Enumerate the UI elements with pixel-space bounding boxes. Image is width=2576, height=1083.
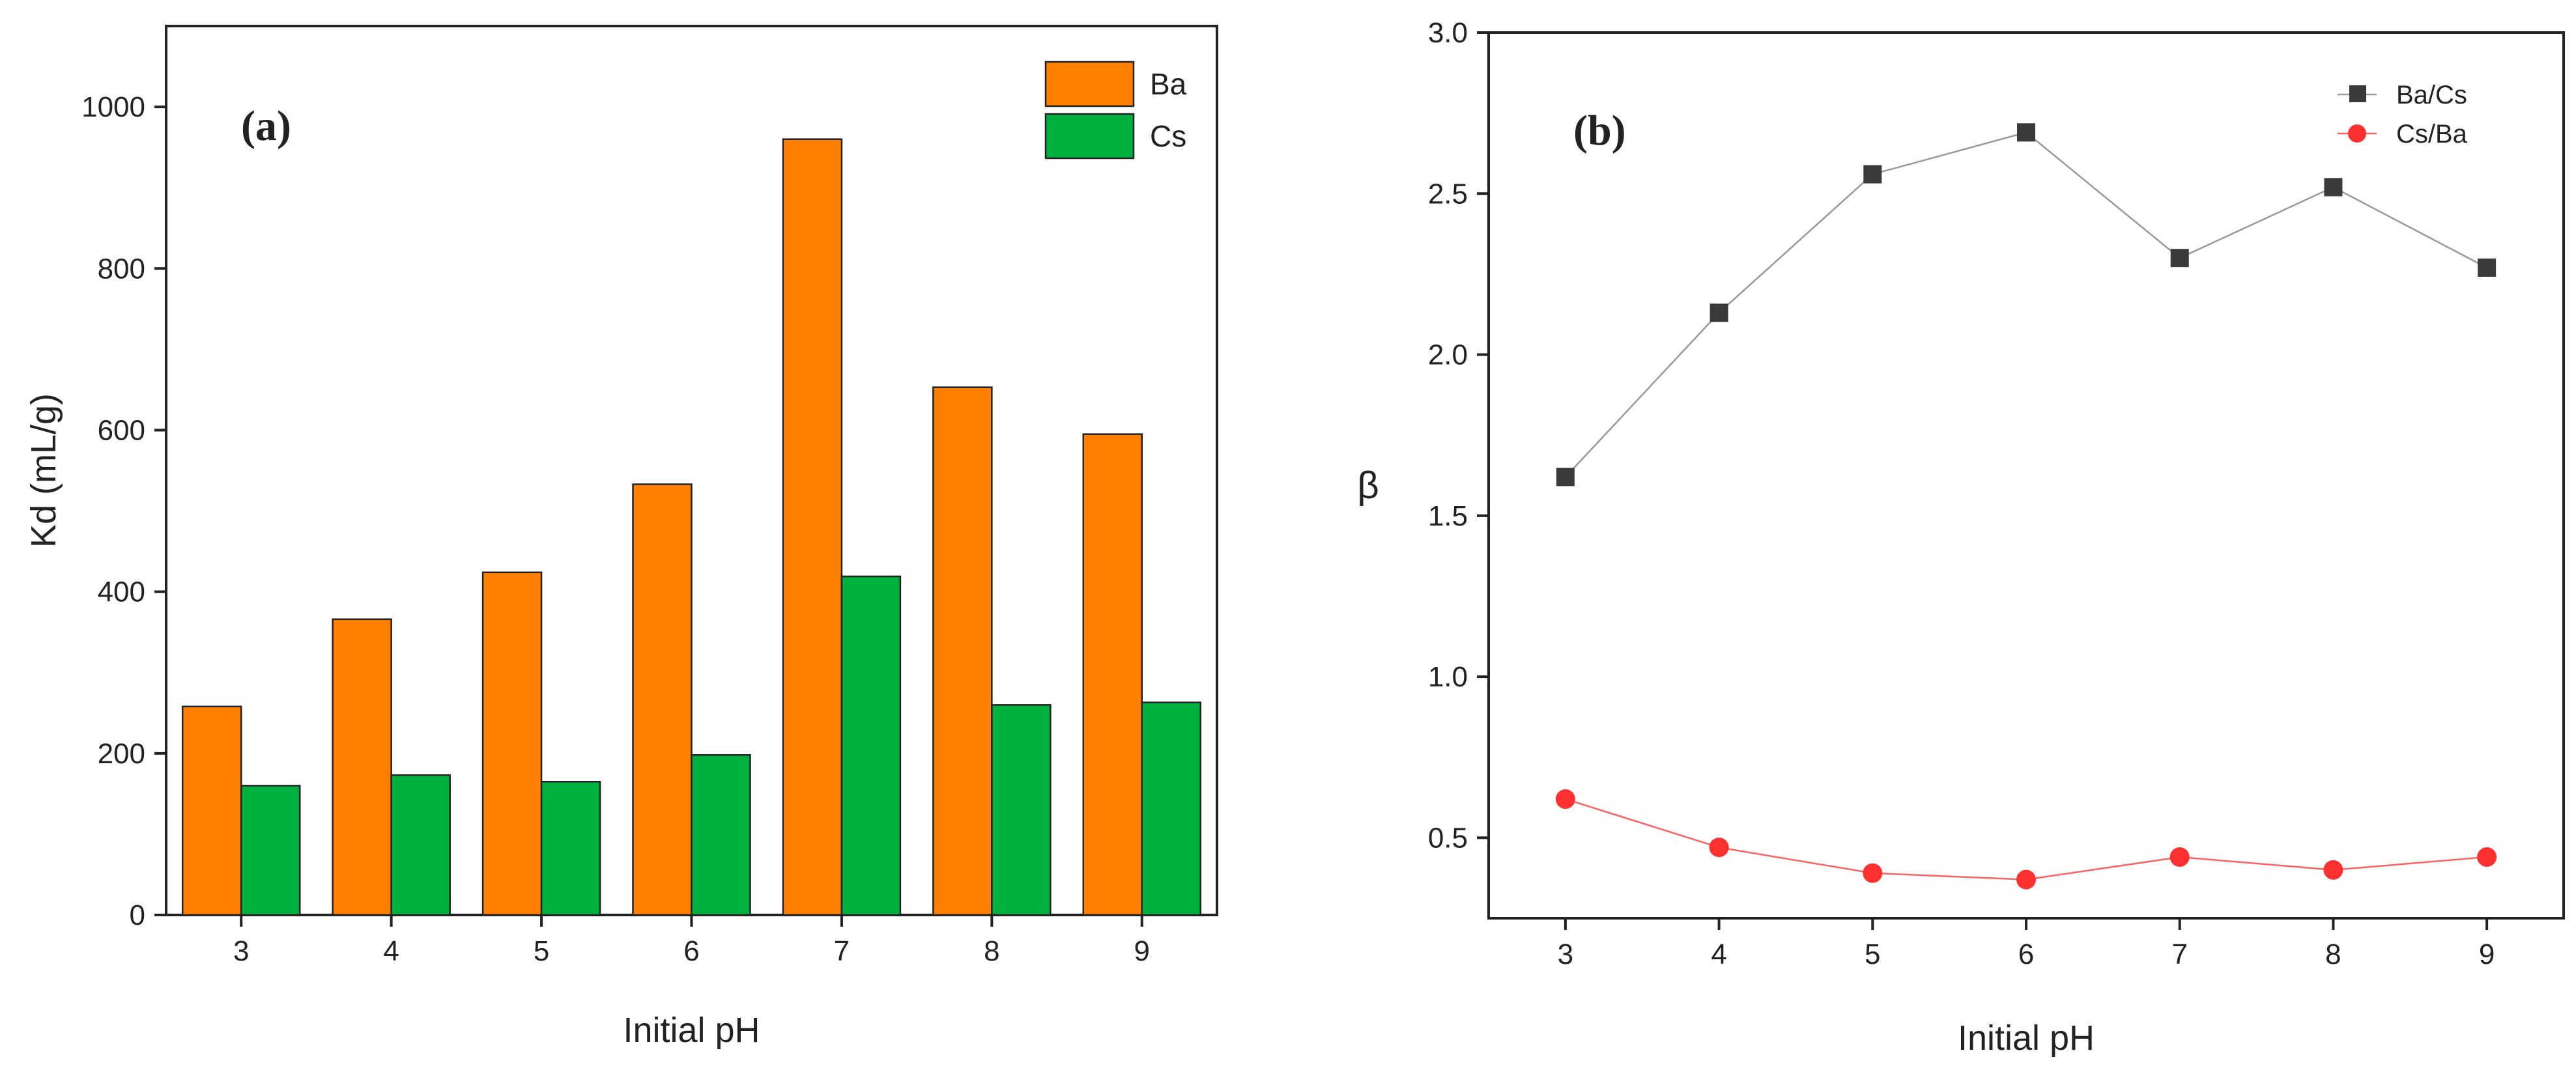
y-axis-label-b: β <box>1357 464 1379 507</box>
bar-cs-ph5 <box>540 781 601 916</box>
y-tick-label-a: 800 <box>98 253 145 285</box>
marker-ba-cs-ph3 <box>1556 468 1575 486</box>
bar-cs-ph8 <box>991 704 1052 916</box>
marker-ba-cs-ph8 <box>2324 178 2343 197</box>
bar-ba-ph3 <box>181 705 242 916</box>
bar-ba-ph7 <box>782 138 843 916</box>
bar-cs-ph6 <box>691 754 751 916</box>
y-tick-label-b: 2.5 <box>1428 178 1468 210</box>
panel-label-b: (b) <box>1573 107 1626 154</box>
x-tick-label-a: 9 <box>1134 935 1150 967</box>
x-tick-label-a: 4 <box>383 935 399 967</box>
bar-cs-ph7 <box>840 575 902 916</box>
bar-cs-ph4 <box>390 774 451 916</box>
marker-ba-cs-ph4 <box>1710 303 1728 322</box>
marker-ba-cs-ph9 <box>2478 259 2497 277</box>
legend-label-ba: Ba <box>1150 67 1187 101</box>
legend-marker-ba-cs <box>2349 85 2366 102</box>
bar-ba-ph6 <box>632 483 693 916</box>
marker-cs-ba-ph4 <box>1709 837 1729 858</box>
marker-cs-ba-ph6 <box>2016 869 2036 890</box>
legend-swatch-ba <box>1044 61 1135 107</box>
y-tick-label-b: 1.0 <box>1428 661 1468 693</box>
bar-cs-ph9 <box>1141 701 1202 916</box>
x-tick-label-a: 5 <box>534 935 549 967</box>
marker-ba-cs-ph5 <box>1863 165 1882 184</box>
marker-cs-ba-ph5 <box>1863 863 1883 883</box>
bar-cs-ph3 <box>240 785 301 916</box>
line-ba-cs <box>1564 131 2487 478</box>
y-tick-label-a: 600 <box>98 414 145 446</box>
y-axis-label-a: Kd (mL/g) <box>24 393 63 548</box>
x-tick-label-a: 8 <box>984 935 999 967</box>
bar-ba-ph9 <box>1082 433 1143 916</box>
y-tick-label-b: 1.5 <box>1428 500 1468 532</box>
x-tick-label-a: 6 <box>683 935 699 967</box>
x-tick-label-a: 3 <box>233 935 249 967</box>
y-tick-label-a: 200 <box>98 738 145 770</box>
legend-marker-cs-ba <box>2348 124 2366 143</box>
bar-ba-ph5 <box>481 571 543 916</box>
y-tick-label-b: 0.5 <box>1428 822 1468 854</box>
x-axis-label-a: Initial pH <box>623 1011 760 1050</box>
y-tick-label-a: 400 <box>98 576 145 608</box>
marker-cs-ba-ph8 <box>2323 860 2343 880</box>
bar-ba-ph8 <box>932 386 993 916</box>
marker-cs-ba-ph7 <box>2169 847 2190 867</box>
plot-frame-b <box>1487 31 2565 920</box>
x-tick-label-b: 8 <box>2325 938 2341 970</box>
x-tick-label-b: 7 <box>2171 938 2187 970</box>
x-tick-label-a: 7 <box>834 935 850 967</box>
x-tick-label-b: 6 <box>2018 938 2034 970</box>
line-cs-ba <box>1565 798 2487 880</box>
y-tick-label-b: 3.0 <box>1428 17 1468 49</box>
marker-cs-ba-ph3 <box>1555 789 1575 809</box>
marker-ba-cs-ph7 <box>2170 249 2189 268</box>
legend-swatch-cs <box>1044 113 1135 160</box>
x-tick-label-b: 3 <box>1558 938 1573 970</box>
y-tick-label-a: 1000 <box>81 91 145 123</box>
x-tick-label-b: 4 <box>1711 938 1726 970</box>
x-tick-label-b: 9 <box>2479 938 2495 970</box>
panel-label-a: (a) <box>241 102 291 150</box>
legend-label-cs: Cs <box>1150 119 1186 153</box>
y-tick-label-a: 0 <box>130 899 145 931</box>
legend-label-ba-cs: Ba/Cs <box>2396 81 2467 109</box>
x-axis-label-b: Initial pH <box>1958 1019 2095 1058</box>
x-tick-label-b: 5 <box>1865 938 1880 970</box>
marker-ba-cs-ph6 <box>2017 123 2035 142</box>
y-tick-label-b: 2.0 <box>1428 339 1468 371</box>
bar-ba-ph4 <box>332 618 392 916</box>
marker-cs-ba-ph9 <box>2477 847 2497 867</box>
legend-label-cs-ba: Cs/Ba <box>2396 120 2468 148</box>
